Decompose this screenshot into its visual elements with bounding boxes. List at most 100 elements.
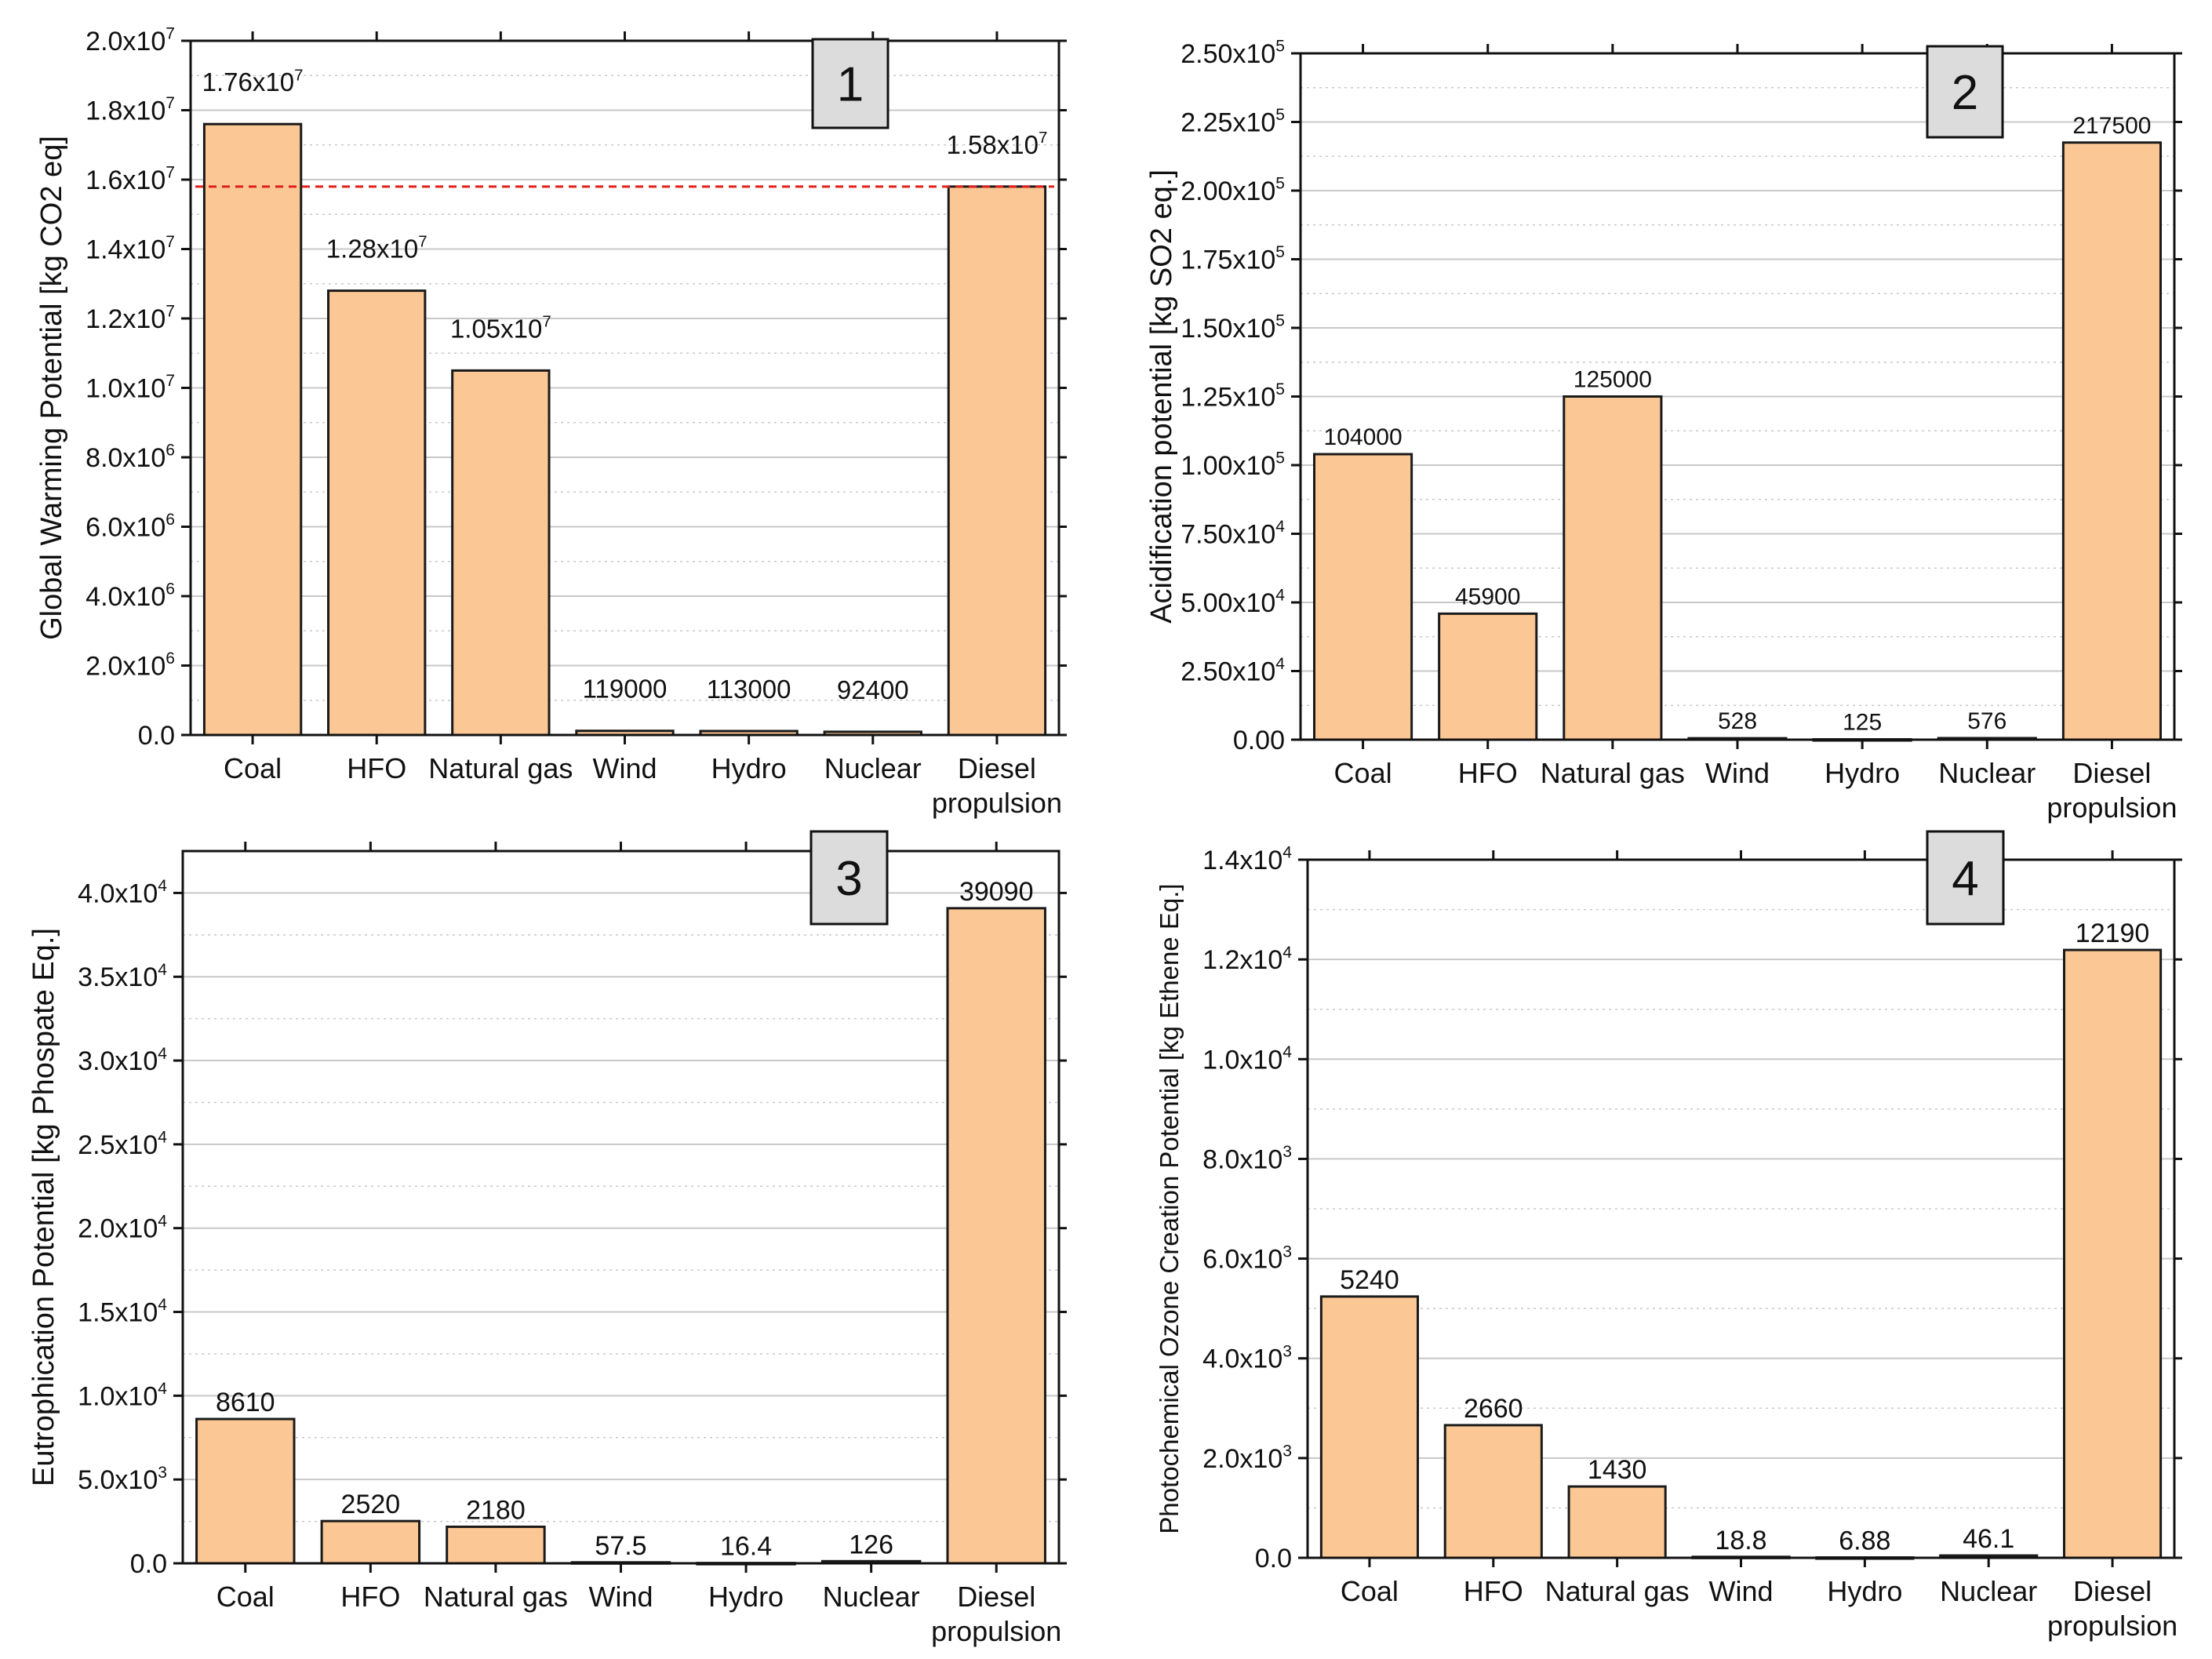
y-tick-label: 2.5x104 <box>78 1129 167 1160</box>
x-tick-label: propulsion <box>932 787 1062 819</box>
y-tick-label: 2.0x103 <box>1202 1443 1292 1474</box>
panel-number-badge <box>1926 830 2005 926</box>
y-tick-label: 1.4x107 <box>85 233 175 264</box>
y-tick-label: 8.0x106 <box>85 442 175 473</box>
y-tick-label: 2.50x104 <box>1181 655 1285 686</box>
x-tick-label: Hydro <box>1825 757 1900 789</box>
y-tick-label: 1.5x104 <box>78 1296 167 1327</box>
value-label: 16.4 <box>720 1532 772 1562</box>
y-tick-label: 1.50x105 <box>1181 312 1285 344</box>
y-tick-label: 0.00 <box>1233 726 1285 755</box>
x-tick-label: Natural gas <box>428 752 573 784</box>
bar-natural-gas <box>451 369 551 737</box>
bar-coal <box>202 122 303 737</box>
y-tick-label: 7.50x104 <box>1181 518 1285 549</box>
chart-panel-1: 1.76x107 1.28x107 1.05x107 119000 113000 9240… <box>35 25 1067 819</box>
value-label: 12190 <box>2076 919 2150 948</box>
value-label: 8610 <box>216 1388 275 1417</box>
x-tick-label: HFO <box>347 752 406 784</box>
y-tick-label: 1.75x105 <box>1181 243 1285 275</box>
plot-frame <box>181 850 1061 1565</box>
x-tick-label: Hydro <box>708 1581 784 1613</box>
y-tick-label: 1.4x104 <box>1202 844 1292 875</box>
x-tick-label: Natural gas <box>1541 757 1685 789</box>
panel-number: 2 <box>1952 66 1978 120</box>
y-tick-label: 1.2x107 <box>85 303 175 334</box>
value-label: 2660 <box>1464 1394 1523 1424</box>
x-tick-label: Diesel <box>2072 757 2151 789</box>
bar-natural-gas <box>1563 395 1663 741</box>
x-tick-label: Natural gas <box>424 1581 568 1613</box>
bar-hfo <box>327 289 427 737</box>
x-tick-label: Diesel <box>958 752 1036 784</box>
x-tick-label: Nuclear <box>1940 1575 2037 1607</box>
chart-panel-4: 5240 2660 1430 18.8 6.88 46.1 12190 0.0 2.0x103 4… <box>1155 830 2182 1642</box>
y-tick-label: 2.50x105 <box>1181 38 1285 69</box>
y-tick-label: 2.0x106 <box>85 649 175 681</box>
x-tick-label: Coal <box>216 1581 275 1613</box>
value-label: 1.76x107 <box>202 66 304 96</box>
value-label: 1430 <box>1588 1455 1647 1485</box>
bar-hfo <box>320 1519 421 1565</box>
value-label: 104000 <box>1324 424 1403 450</box>
y-tick-label: 5.00x104 <box>1181 587 1285 618</box>
y-tick-label: 2.00x105 <box>1181 175 1285 206</box>
value-label: 217500 <box>2072 113 2151 139</box>
x-tick-label: HFO <box>1464 1575 1523 1607</box>
x-tick-label: Diesel <box>957 1581 1035 1613</box>
value-label: 2520 <box>341 1490 401 1519</box>
x-tick-label: Nuclear <box>824 752 922 784</box>
value-label: 576 <box>1967 708 2006 734</box>
panel-number: 3 <box>835 852 862 906</box>
bar-diesel <box>2063 948 2163 1559</box>
x-tick-label: HFO <box>340 1581 400 1613</box>
panel-number: 4 <box>1952 852 1978 906</box>
x-tick-label: Wind <box>1705 757 1770 789</box>
bar-hfo <box>1443 1424 1543 1559</box>
value-label: 1.28x107 <box>326 233 427 264</box>
value-label: 18.8 <box>1715 1526 1766 1555</box>
x-tick-label: Coal <box>1341 1575 1399 1607</box>
bar-hfo <box>1438 612 1538 741</box>
y-axis-label: Eutrophication Potential [kg Phospate Eq… <box>27 928 60 1486</box>
value-label: 125 <box>1843 710 1882 736</box>
x-tick-label: Wind <box>588 1581 653 1613</box>
bar-diesel <box>2061 141 2162 741</box>
y-tick-label: 0.0 <box>138 721 175 751</box>
value-label: 57.5 <box>595 1531 646 1561</box>
bar-coal <box>195 1417 296 1565</box>
value-label: 6.88 <box>1839 1526 1890 1556</box>
y-tick-label: 1.6x107 <box>85 164 175 195</box>
value-label: 45900 <box>1455 584 1520 609</box>
y-tick-label: 5.0x103 <box>78 1464 167 1495</box>
y-tick-label: 8.0x103 <box>1202 1143 1292 1174</box>
bar-natural-gas <box>446 1525 546 1565</box>
chart-panel-2: 104000 45900 125000 528 125 576 217500 0.00 2.50… <box>1145 38 2182 824</box>
bar-natural-gas <box>1567 1485 1667 1559</box>
y-tick-label: 4.0x106 <box>85 580 175 612</box>
x-tick-label: propulsion <box>2046 791 2177 824</box>
y-tick-label: 6.0x106 <box>85 511 175 542</box>
y-tick-label: 2.0x107 <box>85 25 175 56</box>
x-tick-label: propulsion <box>931 1615 1061 1647</box>
x-tick-label: Wind <box>1708 1575 1773 1607</box>
value-label: 39090 <box>959 877 1034 907</box>
y-tick-label: 6.0x103 <box>1202 1242 1292 1274</box>
x-tick-label: Coal <box>224 752 282 784</box>
x-tick-label: Nuclear <box>1938 757 2036 789</box>
x-tick-label: Diesel <box>2073 1575 2152 1607</box>
value-label: 46.1 <box>1963 1524 2014 1554</box>
x-tick-label: Hydro <box>1827 1575 1902 1607</box>
value-label: 1.58x107 <box>947 129 1048 159</box>
y-axis-label: Acidification potential [kg SO2 eq.] <box>1145 169 1178 624</box>
y-tick-label: 2.0x104 <box>78 1212 167 1243</box>
y-tick-label: 1.25x105 <box>1181 380 1285 412</box>
panel-number-badge <box>809 830 889 926</box>
value-label: 2180 <box>466 1495 526 1525</box>
x-tick-label: Hydro <box>711 752 787 784</box>
panel-number-badge <box>1926 45 2004 139</box>
x-tick-label: HFO <box>1458 757 1518 789</box>
value-label: 1.05x107 <box>450 313 551 344</box>
bar-diesel <box>946 907 1046 1565</box>
